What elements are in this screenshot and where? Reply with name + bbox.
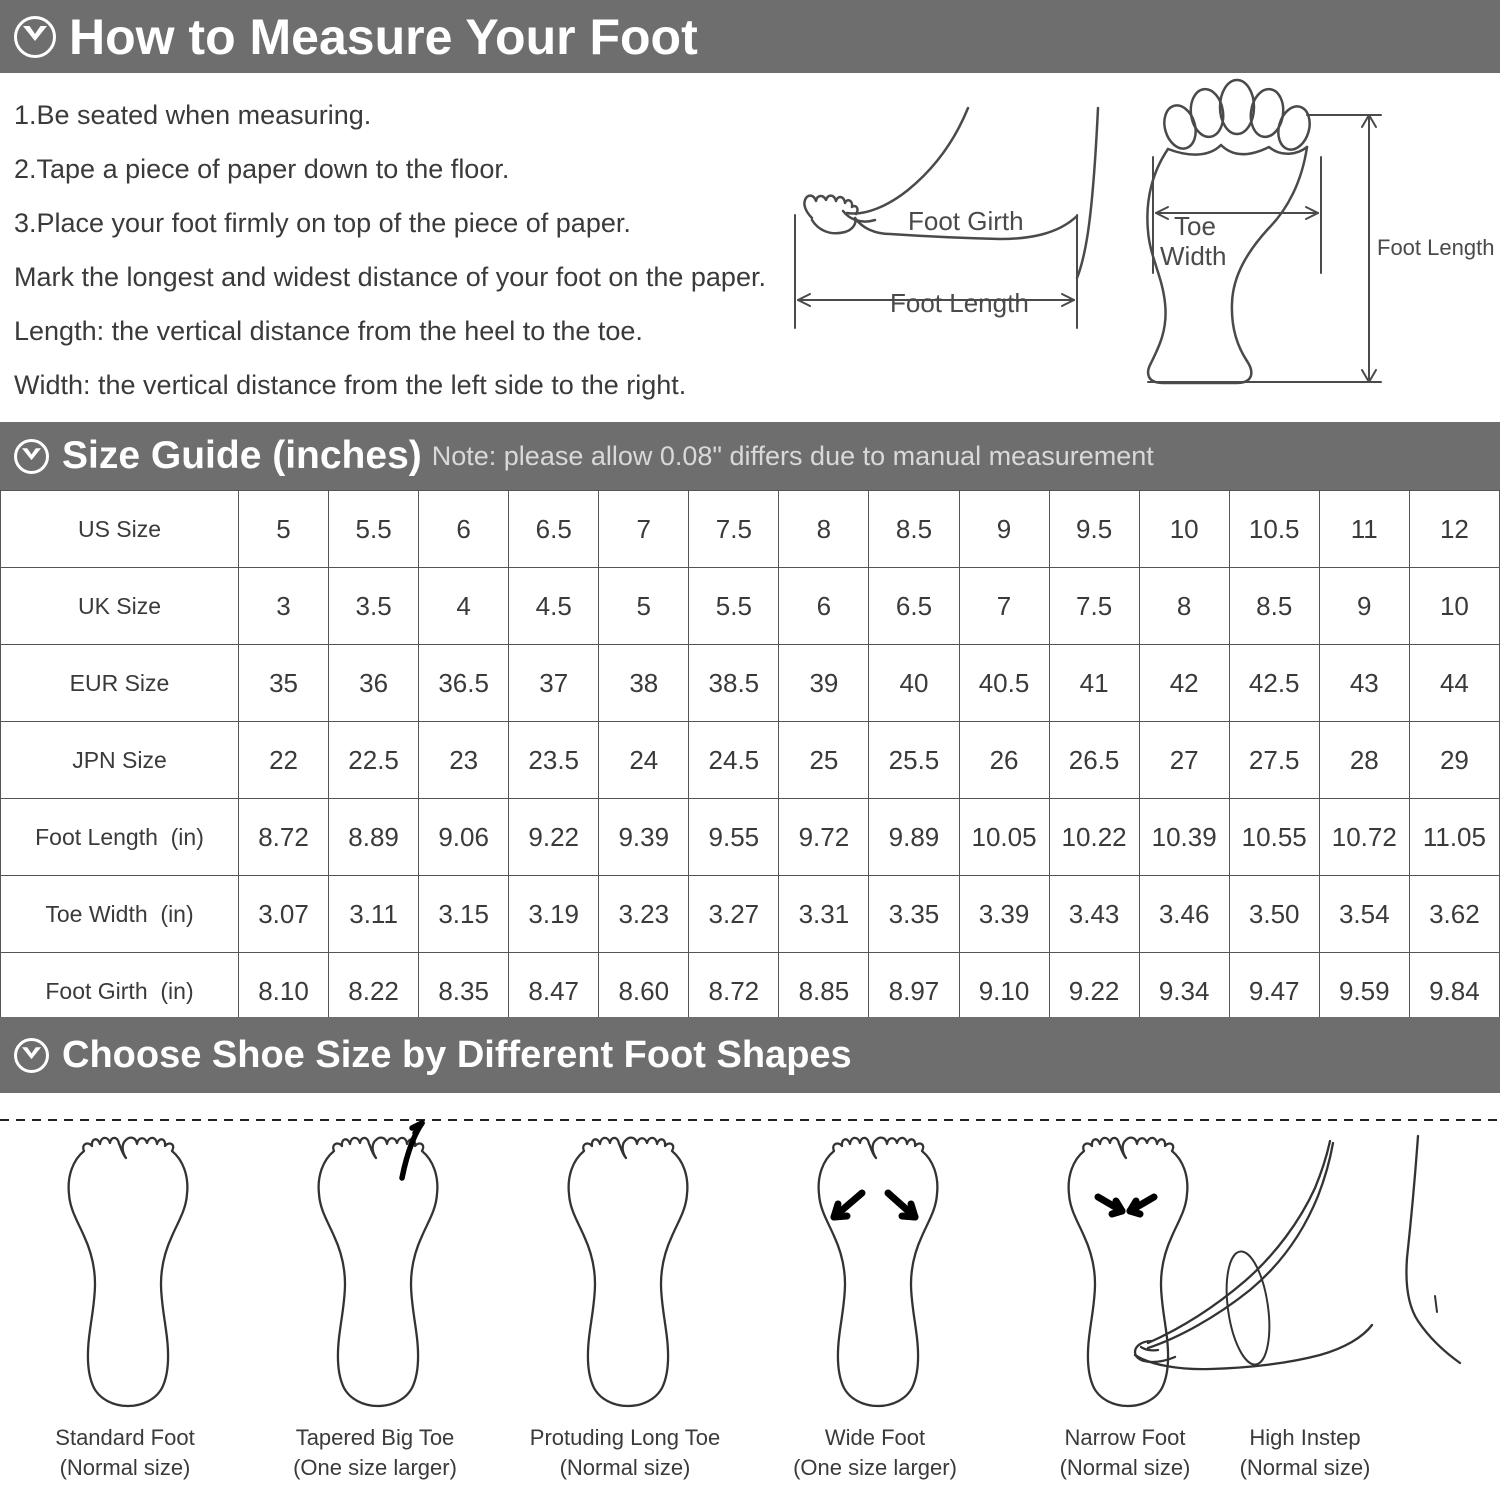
svg-text:Width: Width — [1160, 241, 1226, 271]
svg-text:Foot Length: Foot Length — [890, 288, 1029, 318]
svg-text:Foot Length: Foot Length — [1377, 235, 1494, 260]
svg-text:Toe: Toe — [1174, 211, 1216, 241]
svg-text:Foot Girth: Foot Girth — [908, 206, 1024, 236]
